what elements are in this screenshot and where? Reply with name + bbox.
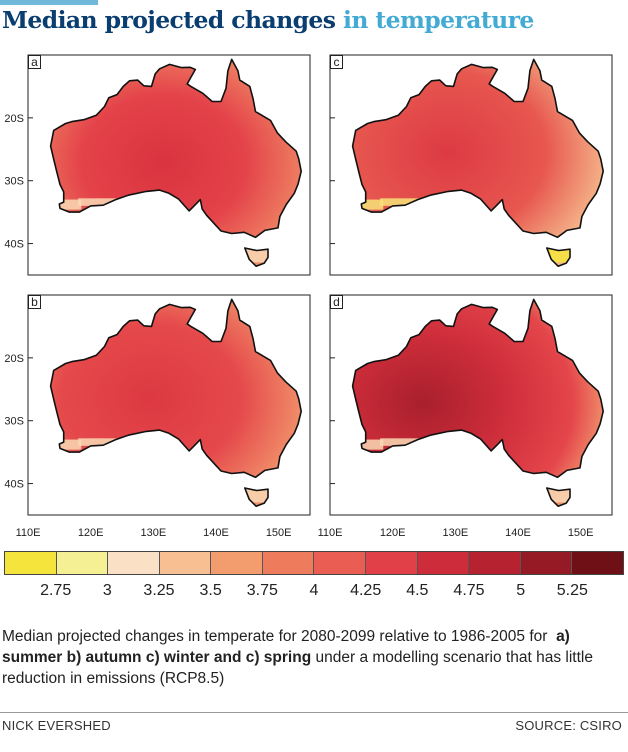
legend-swatch xyxy=(366,552,418,574)
australia-coastline xyxy=(351,298,604,507)
latitude-tick-label: 20S xyxy=(4,353,24,365)
panel-letter: b xyxy=(31,295,38,309)
caption: Median projected changes in temperate fo… xyxy=(2,626,620,689)
latitude-tick-label: 40S xyxy=(4,239,24,251)
temperature-field xyxy=(50,299,302,507)
title-accent: in temperature xyxy=(343,6,534,34)
map-panel-a: a xyxy=(27,54,311,276)
longitude-tick-label: 150E xyxy=(568,527,594,539)
title-main: Median projected changes xyxy=(2,6,336,34)
legend-label: 3 xyxy=(102,582,112,599)
legend-swatch xyxy=(108,552,160,574)
legend-swatch xyxy=(56,552,109,574)
caption-seasons: a) summer b) autumn c) winter and c) spr… xyxy=(2,628,570,666)
legend-swatch xyxy=(572,552,623,574)
longitude-tick-label: 140E xyxy=(203,527,229,539)
panel-letter-box xyxy=(330,295,343,309)
panel-letter: d xyxy=(333,295,340,309)
longitude-tick-label: 120E xyxy=(78,527,104,539)
legend-swatch xyxy=(417,552,470,574)
source-credit: SOURCE: CSIRO xyxy=(515,718,622,733)
panel-letter: a xyxy=(31,55,38,69)
legend-swatch xyxy=(262,552,315,574)
longitude-tick-label: 130E xyxy=(442,527,468,539)
page-title: Median projected changes in temperature xyxy=(2,6,534,34)
longitude-tick-label: 120E xyxy=(380,527,406,539)
map-panel-b: b xyxy=(27,294,311,516)
temperature-field xyxy=(352,59,604,267)
longitude-tick-label: 110E xyxy=(16,527,41,539)
australia-coastline xyxy=(49,298,302,507)
panel-letter: c xyxy=(334,55,340,69)
legend-swatch xyxy=(314,552,367,574)
longitude-tick-label: 150E xyxy=(266,527,292,539)
longitude-tick-label: 130E xyxy=(140,527,166,539)
australia-coastline xyxy=(49,58,302,267)
map-panel-d: d xyxy=(329,294,613,516)
longitude-tick-label: 140E xyxy=(505,527,531,539)
legend-label: 3.5 xyxy=(199,582,222,599)
legend-label: 2.75 xyxy=(40,582,72,599)
accent-bar xyxy=(0,0,98,5)
map-panel-c: c xyxy=(329,54,613,276)
legend-label: 4 xyxy=(309,582,319,599)
latitude-tick-label: 20S xyxy=(4,113,24,125)
caption-prefix: Median projected changes in temperate fo… xyxy=(2,628,548,645)
legend-label: 4.25 xyxy=(350,582,382,599)
longitude-tick-label: 110E xyxy=(318,527,343,539)
legend-swatch xyxy=(5,552,57,574)
legend-swatch xyxy=(520,552,573,574)
legend-label: 4.75 xyxy=(453,582,485,599)
color-scale-legend xyxy=(4,551,624,575)
legend-swatch xyxy=(211,552,263,574)
author-credit: NICK EVERSHED xyxy=(2,718,111,733)
footer-rule xyxy=(0,712,628,713)
temperature-field xyxy=(50,59,302,267)
legend-swatch xyxy=(469,552,521,574)
panel-letter-box xyxy=(330,55,343,69)
legend-label: 3.25 xyxy=(143,582,175,599)
legend-label: 4.5 xyxy=(406,582,429,599)
map-panels: a c b d 20S 30S 40S 20S 30S 40S 110E 120E 130E 140E 1… xyxy=(4,54,613,539)
temperature-field xyxy=(352,299,604,507)
panel-letter-box xyxy=(28,55,41,69)
legend-label: 3.75 xyxy=(246,582,278,599)
panel-letter-box xyxy=(28,295,41,309)
latitude-tick-label: 30S xyxy=(4,416,24,428)
latitude-tick-label: 40S xyxy=(4,479,24,491)
legend-label: 5 xyxy=(516,582,526,599)
legend-swatch xyxy=(159,552,212,574)
latitude-tick-label: 30S xyxy=(4,176,24,188)
legend-label: 5.25 xyxy=(556,582,588,599)
caption-suffix: under a modelling scenario that has litt… xyxy=(2,649,593,687)
australia-coastline xyxy=(351,58,604,267)
